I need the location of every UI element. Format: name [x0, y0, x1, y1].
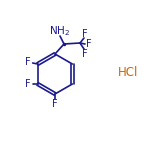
Text: F: F — [52, 99, 58, 109]
Text: F: F — [25, 57, 31, 67]
Text: F: F — [82, 49, 88, 59]
Text: F: F — [82, 29, 88, 39]
Text: HCl: HCl — [118, 66, 138, 78]
Text: F: F — [25, 79, 31, 89]
Text: NH$_2$: NH$_2$ — [49, 24, 71, 38]
Text: F: F — [86, 39, 92, 49]
